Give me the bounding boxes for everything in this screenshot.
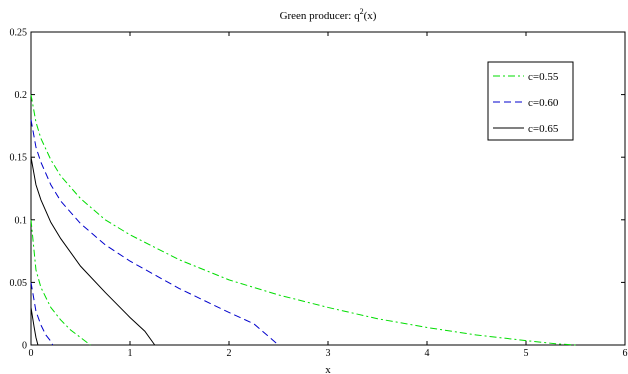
y-tick-label: 0.25 xyxy=(10,28,28,39)
series-line-c-0-55-part-1 xyxy=(30,94,576,346)
legend-entry-label: c=0.55 xyxy=(528,71,559,83)
x-tick-label: 5 xyxy=(524,348,529,359)
chart-title-superscript: 2 xyxy=(360,7,364,16)
y-tick-label: 0.15 xyxy=(10,153,28,164)
x-tick-label: 1 xyxy=(128,348,133,359)
series-line-c-0-55-part-2 xyxy=(30,219,91,346)
x-tick-label: 6 xyxy=(623,348,628,359)
x-axis-label: x xyxy=(325,364,331,374)
series-line-c-0-60-part-2 xyxy=(30,282,54,346)
x-tick-label: 3 xyxy=(326,348,331,359)
chart-title: Green producer: q2(x) xyxy=(280,7,377,22)
legend-entry-label: c=0.65 xyxy=(528,123,559,135)
y-tick-label: 0.1 xyxy=(15,215,28,226)
legend: c=0.55 c=0.60 c=0.65 xyxy=(487,61,574,141)
y-tick-label: 0.2 xyxy=(15,90,28,101)
series-layer xyxy=(30,94,576,346)
x-tick-label: 4 xyxy=(425,348,430,359)
series-line-c-0-60-part-1 xyxy=(30,119,279,346)
x-tick-label: 0 xyxy=(29,348,34,359)
series-line-c-0-65-part-2 xyxy=(30,307,39,346)
y-tick-label: 0.05 xyxy=(10,278,28,289)
legend-entry-label: c=0.60 xyxy=(528,97,559,109)
chart-title-prefix: Green producer: q xyxy=(280,10,361,22)
chart-title-suffix: (x) xyxy=(364,10,377,22)
x-tick-label: 2 xyxy=(227,348,232,359)
legend-box xyxy=(487,61,574,141)
series-line-c-0-65-part-1 xyxy=(30,157,156,346)
ticks-layer: 0 1 2 3 4 5 6 0 0.05 0.1 0.15 0.2 0.25 xyxy=(10,28,628,360)
y-tick-label: 0 xyxy=(22,341,27,352)
